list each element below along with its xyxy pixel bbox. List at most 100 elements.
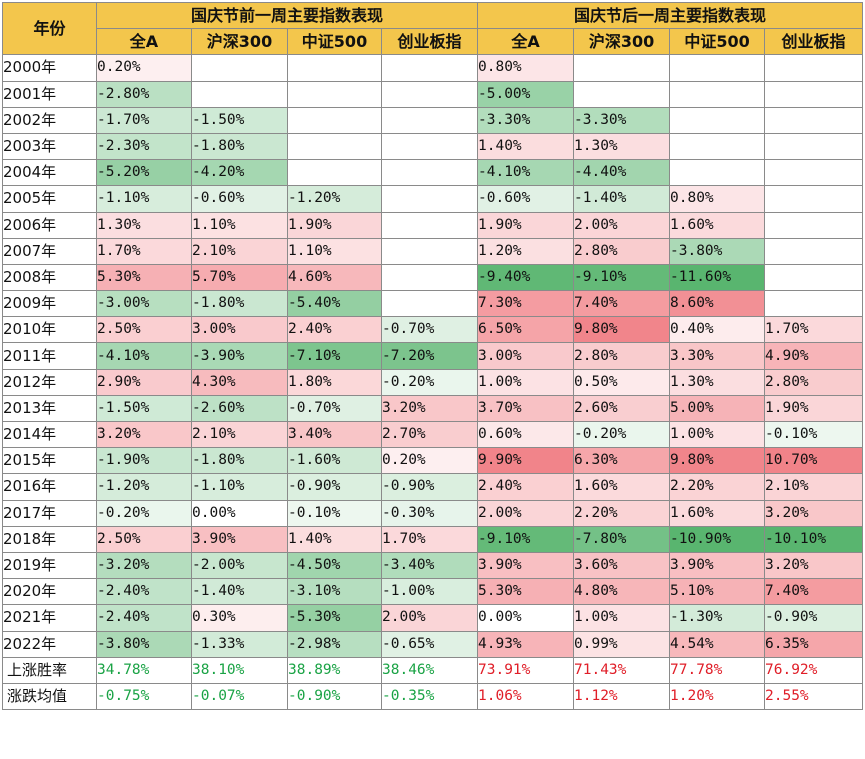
after-value-cell: 1.30%	[573, 132, 671, 161]
year-cell: 2019年	[2, 551, 97, 580]
before-value-cell: -1.00%	[380, 578, 479, 606]
table-row: 2022年 -3.80% -1.33% -2.98% -0.65% 4.93% 0.99% 4…	[2, 630, 864, 658]
before-summary-cell: -0.75%	[96, 682, 192, 711]
before-value-cell: 0.30%	[191, 604, 288, 632]
after-value-cell	[764, 159, 864, 187]
after-value-cell: -1.30%	[669, 604, 766, 632]
after-value-cell: 3.70%	[477, 394, 575, 423]
after-value-cell: -3.30%	[477, 106, 575, 134]
before-value-cell: -1.10%	[96, 185, 192, 213]
before-value-cell: -1.60%	[287, 447, 382, 475]
before-value-cell: -0.70%	[287, 394, 382, 423]
before-value-cell	[380, 290, 479, 318]
summary-row: 上涨胜率 34.78% 38.10% 38.89% 38.46% 73.91% 71.43%…	[2, 656, 864, 684]
after-value-cell	[764, 211, 864, 239]
before-value-cell: -3.40%	[380, 551, 479, 580]
after-value-cell: 0.40%	[669, 316, 766, 344]
before-value-cell: 2.50%	[96, 316, 192, 344]
group-header-row: 年份 国庆节前一周主要指数表现 国庆节后一周主要指数表现	[2, 1, 864, 56]
year-cell: 2015年	[2, 447, 97, 475]
before-value-cell: 3.40%	[287, 420, 382, 449]
after-value-cell: 1.20%	[477, 237, 575, 265]
year-cell: 2000年	[2, 54, 97, 82]
after-value-cell: 1.90%	[477, 211, 575, 239]
before-value-cell: -1.33%	[191, 630, 288, 658]
after-value-cell: 3.90%	[477, 551, 575, 580]
before-value-cell	[380, 237, 479, 265]
table-row: 2001年 -2.80% -5.00%	[2, 80, 864, 108]
before-value-cell: -7.10%	[287, 342, 382, 370]
after-value-cell	[669, 54, 766, 82]
before-summary-cell: 38.89%	[287, 656, 382, 684]
after-value-cell	[764, 132, 864, 161]
before-value-cell: -3.80%	[96, 630, 192, 658]
before-summary-cell: 38.46%	[380, 656, 479, 684]
after-value-cell: 6.30%	[573, 447, 671, 475]
before-value-cell: -2.40%	[96, 578, 192, 606]
after-value-cell: 9.80%	[573, 316, 671, 344]
before-index-header-zz500: 中证500	[287, 28, 382, 56]
after-value-cell: 7.40%	[573, 290, 671, 318]
after-value-cell: 4.90%	[764, 342, 864, 370]
table-row: 2004年 -5.20% -4.20% -4.10% -4.40%	[2, 159, 864, 187]
year-cell: 2002年	[2, 106, 97, 134]
before-value-cell: -4.20%	[191, 159, 288, 187]
before-value-cell: 1.70%	[380, 525, 479, 553]
after-value-cell: 4.54%	[669, 630, 766, 658]
before-value-cell	[287, 132, 382, 161]
before-value-cell: 1.80%	[287, 368, 382, 396]
before-summary-cell: 34.78%	[96, 656, 192, 684]
before-value-cell	[380, 132, 479, 161]
before-value-cell: -1.80%	[191, 132, 288, 161]
before-value-cell: -3.00%	[96, 290, 192, 318]
before-value-cell: -2.40%	[96, 604, 192, 632]
after-value-cell: 1.00%	[573, 604, 671, 632]
index-header-row: 全A 沪深300 中证500 创业板指 全A 沪深300 中证500 创业板指	[3, 28, 864, 56]
after-value-cell	[764, 185, 864, 213]
table-row: 2005年 -1.10% -0.60% -1.20% -0.60% -1.40% 0.80%	[2, 185, 864, 213]
before-value-cell: -4.50%	[287, 551, 382, 580]
after-value-cell: -4.10%	[477, 159, 575, 187]
after-value-cell: -9.10%	[573, 263, 671, 292]
before-value-cell: 1.90%	[287, 211, 382, 239]
after-summary-cell: 2.55%	[764, 682, 864, 711]
after-value-cell: 2.10%	[764, 473, 864, 501]
after-value-cell: 3.20%	[764, 551, 864, 580]
before-value-cell: -2.30%	[96, 132, 192, 161]
after-value-cell: 5.10%	[669, 578, 766, 606]
before-value-cell	[287, 159, 382, 187]
after-value-cell: 2.00%	[573, 211, 671, 239]
after-value-cell: 3.00%	[477, 342, 575, 370]
table-row: 2014年 3.20% 2.10% 3.40% 2.70% 0.60% -0.20% 1.00…	[2, 420, 864, 449]
before-value-cell: 2.40%	[287, 316, 382, 344]
after-summary-cell: 1.06%	[477, 682, 575, 711]
after-value-cell: 1.00%	[477, 368, 575, 396]
after-value-cell: 2.20%	[573, 499, 671, 527]
after-value-cell: -0.60%	[477, 185, 575, 213]
before-value-cell	[191, 80, 288, 108]
after-value-cell: 0.99%	[573, 630, 671, 658]
after-value-cell	[764, 237, 864, 265]
before-value-cell: 0.20%	[96, 54, 192, 82]
table-row: 2016年 -1.20% -1.10% -0.90% -0.90% 2.40% 1.60% 2…	[2, 473, 864, 501]
before-summary-cell: 38.10%	[191, 656, 288, 684]
table-row: 2015年 -1.90% -1.80% -1.60% 0.20% 9.90% 6.30% 9.…	[2, 447, 864, 475]
year-cell: 2001年	[2, 80, 97, 108]
before-value-cell: -1.20%	[287, 185, 382, 213]
before-value-cell: -1.80%	[191, 447, 288, 475]
after-value-cell: 3.30%	[669, 342, 766, 370]
before-summary-cell: -0.07%	[191, 682, 288, 711]
before-value-cell: 3.00%	[191, 316, 288, 344]
after-value-cell: 3.20%	[764, 499, 864, 527]
table-row: 2007年 1.70% 2.10% 1.10% 1.20% 2.80% -3.80%	[2, 237, 864, 265]
after-value-cell: 2.60%	[573, 394, 671, 423]
before-value-cell: -1.50%	[96, 394, 192, 423]
before-index-header-chinext: 创业板指	[380, 28, 479, 56]
year-cell: 2006年	[2, 211, 97, 239]
after-value-cell	[573, 54, 671, 82]
before-value-cell: -2.98%	[287, 630, 382, 658]
after-summary-cell: 73.91%	[477, 656, 575, 684]
year-cell: 2005年	[2, 185, 97, 213]
after-value-cell: 1.60%	[669, 211, 766, 239]
